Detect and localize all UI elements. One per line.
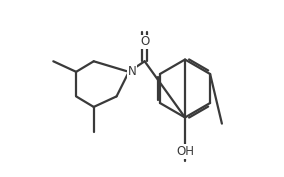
Text: N: N bbox=[128, 65, 136, 78]
Text: OH: OH bbox=[176, 145, 194, 158]
Text: O: O bbox=[140, 35, 149, 48]
